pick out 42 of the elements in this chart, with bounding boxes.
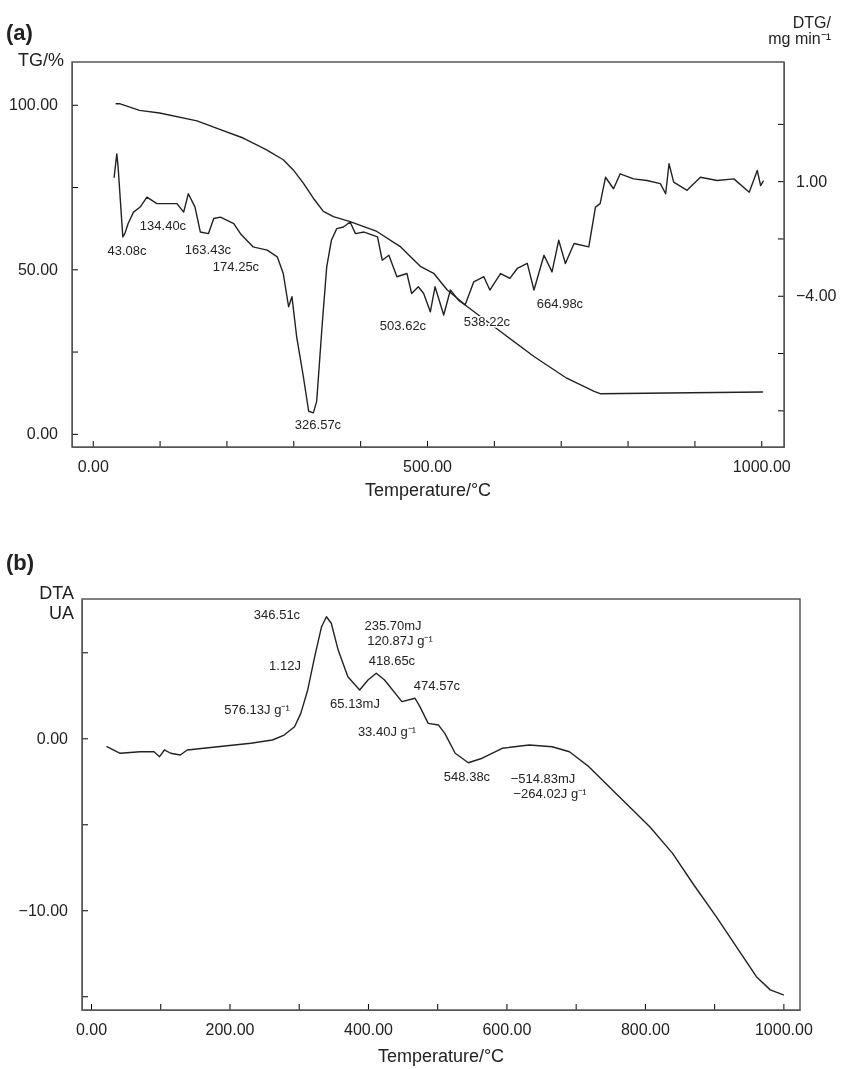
annotation: 163.43c (184, 242, 232, 258)
y-tick-label: 0.00 (26, 425, 59, 443)
annotation: 33.40J g⁻¹ (357, 724, 417, 740)
annotation: 664.98c (536, 296, 584, 312)
y2-tick-label: −4.00 (796, 287, 837, 305)
x-tick-label: 1000.00 (732, 458, 791, 476)
annotation: 418.65c (368, 653, 416, 669)
annotation: 120.87J g⁻¹ (367, 633, 434, 649)
y-tick-label: −10.00 (18, 901, 69, 919)
chart-title: (b) (6, 550, 35, 575)
y-axis-title: TG/% (17, 50, 64, 70)
x-tick-label: 1000.00 (754, 1021, 813, 1039)
x-tick-label: 0.00 (77, 458, 109, 476)
y-tick-label: 0.00 (36, 729, 69, 747)
annotation: 346.51c (253, 607, 301, 623)
annotation: 474.57c (413, 678, 461, 694)
annotation: −264.02J g⁻¹ (513, 786, 588, 802)
annotation: 43.08c (107, 243, 148, 259)
annotation: 326.57c (294, 417, 342, 433)
annotation: 1.12J (269, 658, 301, 674)
x-tick-label: 500.00 (403, 458, 453, 476)
x-tick-label: 800.00 (620, 1021, 670, 1039)
annotation: −514.83mJ (510, 771, 576, 787)
annotation: 548.38c (443, 769, 491, 785)
y-tick-label: 50.00 (17, 260, 59, 278)
chart-title: (a) (6, 20, 33, 45)
y2-tick-label: 1.00 (796, 172, 828, 190)
x-tick-label: 600.00 (482, 1021, 532, 1039)
x-axis-title: Temperature/°C (377, 1046, 505, 1066)
annotation: 174.25c (212, 259, 260, 275)
y2-axis-title: DTG/ mg min⁻¹ (768, 14, 832, 47)
x-axis-title: Temperature/°C (364, 480, 492, 500)
annotation: 503.62c (379, 318, 427, 334)
annotation: 65.13mJ (330, 696, 380, 712)
annotation: 576.13J g⁻¹ (224, 702, 291, 718)
x-tick-label: 200.00 (205, 1021, 255, 1039)
y-tick-label: 100.00 (9, 96, 59, 114)
x-tick-label: 0.00 (75, 1021, 108, 1039)
annotation: 134.40c (139, 218, 187, 234)
y-axis-title: DTA UA (39, 583, 74, 623)
annotation: 235.70mJ (364, 618, 422, 634)
x-tick-label: 400.00 (343, 1021, 394, 1039)
